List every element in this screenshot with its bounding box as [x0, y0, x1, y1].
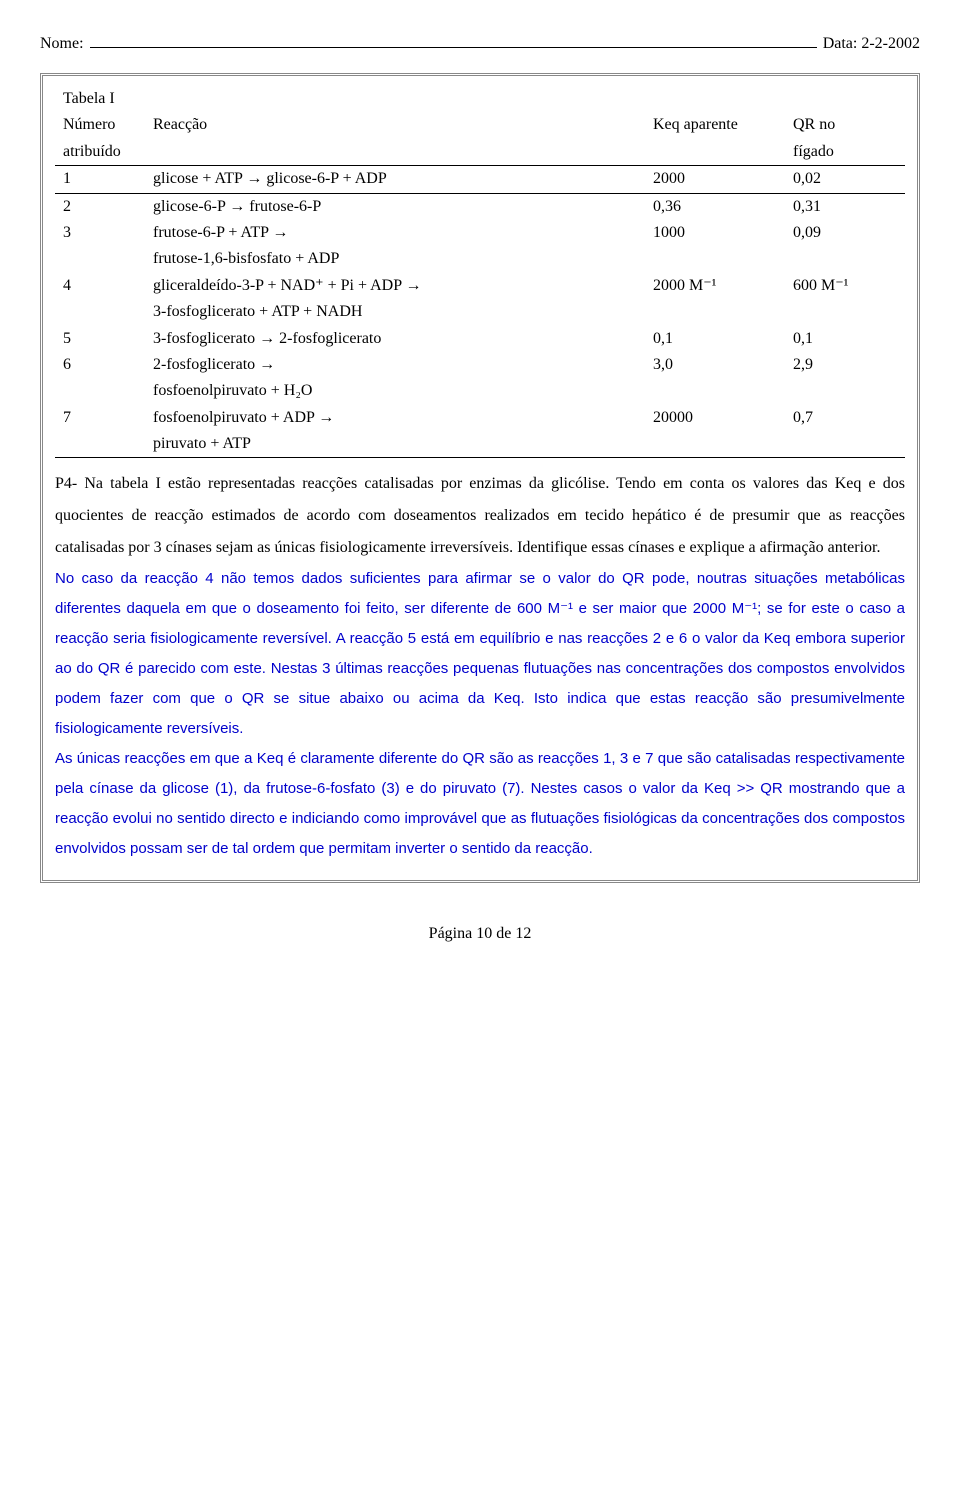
- cell-q: 0,09: [785, 220, 905, 246]
- cell-r: glicose + ATP → glicose-6-P + ADP: [145, 166, 645, 193]
- cell-r: fosfoenolpiruvato + ADP →: [145, 405, 645, 431]
- table-row: 6 2-fosfoglicerato → 3,0 2,9: [55, 352, 905, 378]
- table-row: 3-fosfoglicerato + ATP + NADH: [55, 299, 905, 325]
- th-num: Número: [55, 112, 145, 138]
- th-react: Reacção: [145, 112, 645, 138]
- page-footer: Página 10 de 12: [40, 923, 920, 945]
- th-qr2: fígado: [785, 139, 905, 166]
- table-row: fosfoenolpiruvato + H₂O: [55, 378, 905, 404]
- cell-n: 3: [55, 220, 145, 246]
- table-row: frutose-1,6-bisfosfato + ADP: [55, 246, 905, 272]
- cell-r2: 3-fosfoglicerato + ATP + NADH: [145, 299, 645, 325]
- page-header: Nome: Data: 2-2-2002: [40, 30, 920, 55]
- cell-k: 2000: [645, 166, 785, 193]
- body-text: P4- Na tabela I estão representadas reac…: [55, 468, 905, 864]
- cell-k: 0,36: [645, 193, 785, 220]
- cell-q: 600 M⁻¹: [785, 273, 905, 299]
- th-keq: Keq aparente: [645, 112, 785, 138]
- cell-n: 4: [55, 273, 145, 299]
- cell-k: 1000: [645, 220, 785, 246]
- cell-r: frutose-6-P + ATP →: [145, 220, 645, 246]
- table-row: 1 glicose + ATP → glicose-6-P + ADP 2000…: [55, 166, 905, 193]
- cell-k: 2000 M⁻¹: [645, 273, 785, 299]
- table-row: 7 fosfoenolpiruvato + ADP → 20000 0,7: [55, 405, 905, 431]
- tabela-i: Tabela I Número Reacção Keq aparente QR …: [55, 86, 905, 458]
- th-num2: atribuído: [55, 139, 145, 166]
- table-row: piruvato + ATP: [55, 431, 905, 458]
- cell-r: glicose-6-P → frutose-6-P: [145, 193, 645, 220]
- cell-k: 3,0: [645, 352, 785, 378]
- data-label: Data: 2-2-2002: [823, 33, 920, 55]
- cell-r2: piruvato + ATP: [145, 431, 645, 458]
- cell-q: 2,9: [785, 352, 905, 378]
- cell-n: 2: [55, 193, 145, 220]
- cell-k: 20000: [645, 405, 785, 431]
- th-qr: QR no: [785, 112, 905, 138]
- table-row: 2 glicose-6-P → frutose-6-P 0,36 0,31: [55, 193, 905, 220]
- cell-r: 3-fosfoglicerato → 2-fosfoglicerato: [145, 326, 645, 352]
- cell-k: 0,1: [645, 326, 785, 352]
- cell-q: 0,7: [785, 405, 905, 431]
- cell-r2: frutose-1,6-bisfosfato + ADP: [145, 246, 645, 272]
- cell-r2: fosfoenolpiruvato + H₂O: [145, 378, 645, 404]
- nome-underline: [90, 30, 817, 48]
- cell-q: 0,31: [785, 193, 905, 220]
- content-box: Tabela I Número Reacção Keq aparente QR …: [40, 73, 920, 883]
- cell-n: 6: [55, 352, 145, 378]
- question-text: P4- Na tabela I estão representadas reac…: [55, 468, 905, 564]
- answer-text-1: No caso da reacção 4 não temos dados suf…: [55, 564, 905, 744]
- cell-n: 7: [55, 405, 145, 431]
- cell-r: gliceraldeído-3-P + NAD⁺ + Pi + ADP →: [145, 273, 645, 299]
- cell-q: 0,1: [785, 326, 905, 352]
- table-title: Tabela I: [55, 86, 145, 112]
- table-row: 3 frutose-6-P + ATP → 1000 0,09: [55, 220, 905, 246]
- cell-n: 1: [55, 166, 145, 193]
- cell-r: 2-fosfoglicerato →: [145, 352, 645, 378]
- cell-q: 0,02: [785, 166, 905, 193]
- table-row: 4 gliceraldeído-3-P + NAD⁺ + Pi + ADP → …: [55, 273, 905, 299]
- answer-text-2: As únicas reacções em que a Keq é claram…: [55, 744, 905, 864]
- nome-label: Nome:: [40, 33, 84, 55]
- table-row: 5 3-fosfoglicerato → 2-fosfoglicerato 0,…: [55, 326, 905, 352]
- cell-n: 5: [55, 326, 145, 352]
